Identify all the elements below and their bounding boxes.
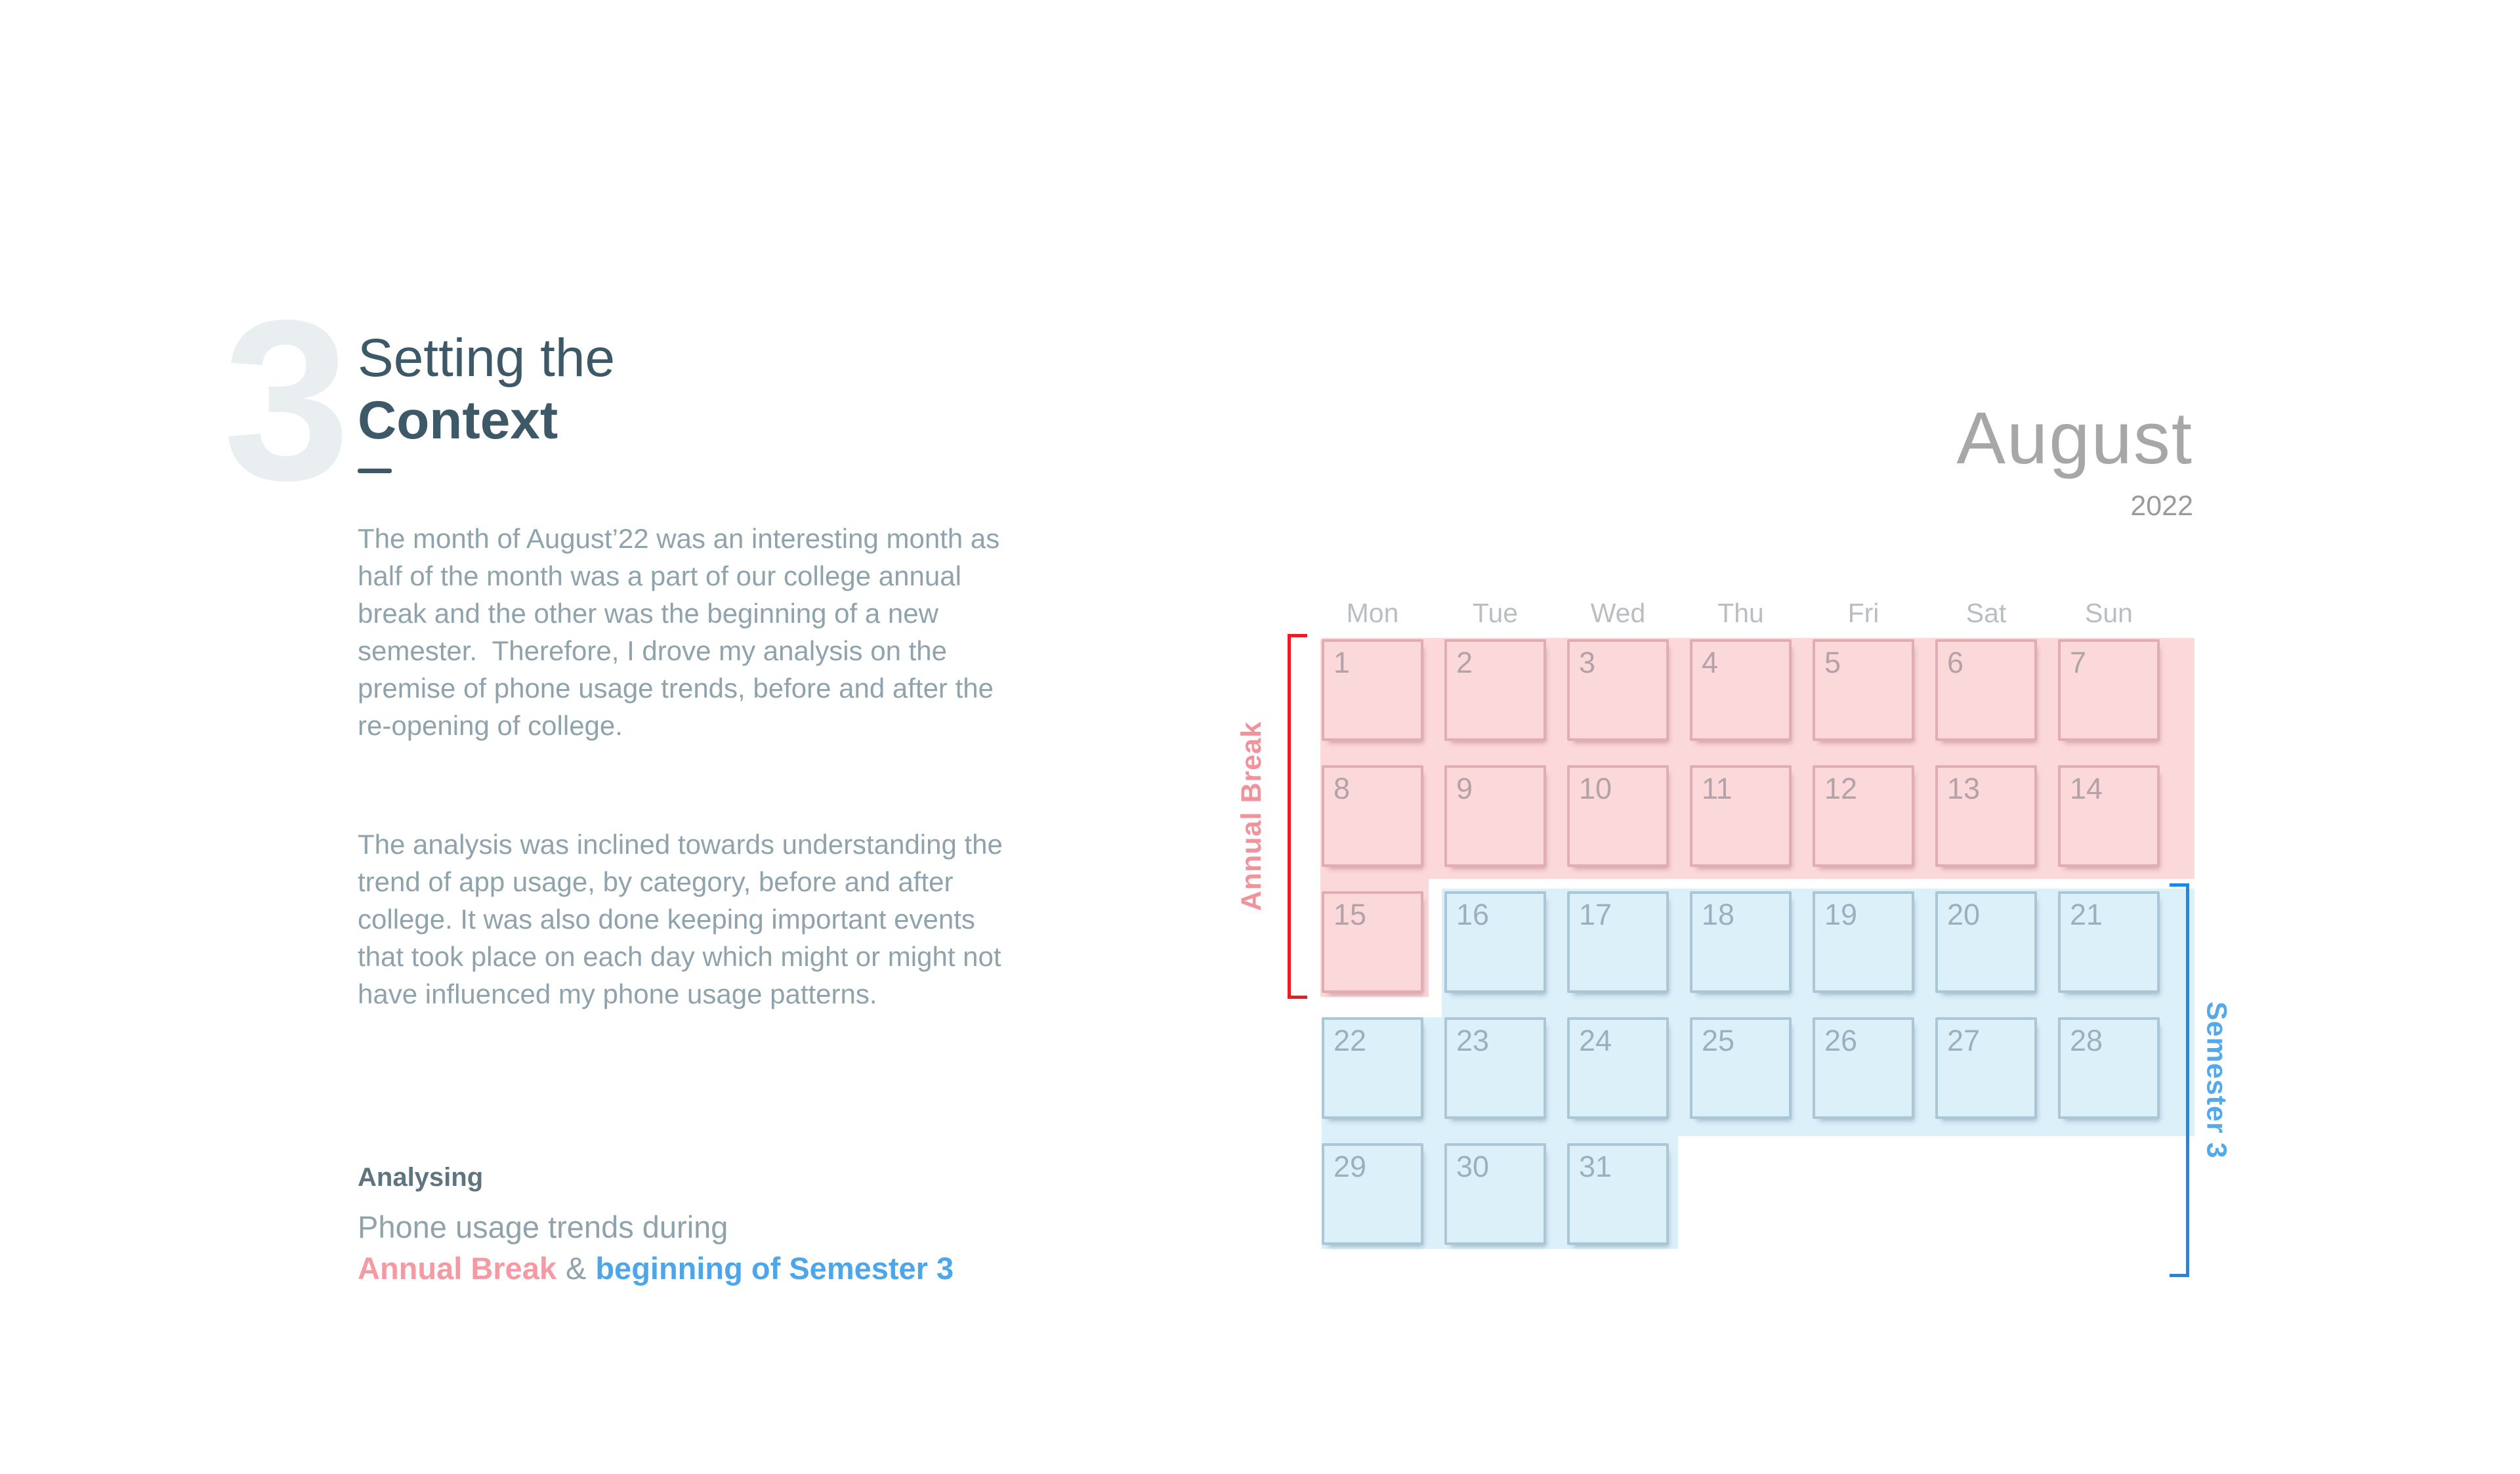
weekday-header: Tue bbox=[1472, 598, 1519, 628]
calendar-day-cell: 29 bbox=[1322, 1143, 1423, 1245]
calendar-day-cell: 10 bbox=[1567, 765, 1669, 867]
day-number: 7 bbox=[2070, 646, 2087, 679]
calendar-day-cell: 4 bbox=[1690, 639, 1792, 741]
semester-vertical-label: Semester 3 bbox=[2196, 883, 2236, 1277]
calendar-day-cell: 30 bbox=[1444, 1143, 1546, 1245]
title-line1: Setting the bbox=[358, 328, 616, 388]
day-number: 15 bbox=[1334, 898, 1367, 931]
calendar-day-cell: 14 bbox=[2058, 765, 2160, 867]
paragraph-analysis: The analysis was inclined towards unders… bbox=[358, 829, 1011, 1009]
day-number: 18 bbox=[1702, 898, 1735, 931]
calendar-day-cell: 5 bbox=[1813, 639, 1914, 741]
day-number: 13 bbox=[1947, 772, 1981, 805]
calendar-day-cell: 1 bbox=[1322, 639, 1423, 741]
day-number: 25 bbox=[1702, 1024, 1735, 1057]
annual-break-vertical-label: Annual Break bbox=[1232, 634, 1270, 999]
paragraph-context: The month of August’22 was an interestin… bbox=[358, 523, 1007, 741]
day-number: 8 bbox=[1334, 772, 1351, 805]
calendar-day-cell: 16 bbox=[1444, 891, 1546, 993]
day-number: 16 bbox=[1456, 898, 1490, 931]
calendar-day-cell: 31 bbox=[1567, 1143, 1669, 1245]
calendar-day-cell: 24 bbox=[1567, 1017, 1669, 1119]
day-number: 3 bbox=[1579, 646, 1596, 679]
calendar: Mon Tue Wed Thu Fri Sat Sun 1 2 3 4 5 6 7 8 9 10 11 12 13 1… bbox=[1320, 598, 2194, 1253]
calendar-day-cell: 13 bbox=[1935, 765, 2037, 867]
day-number: 11 bbox=[1702, 772, 1732, 805]
calendar-day-cell: 26 bbox=[1813, 1017, 1914, 1119]
title-underline bbox=[358, 469, 392, 473]
day-number: 5 bbox=[1824, 646, 1841, 679]
day-number: 4 bbox=[1702, 646, 1719, 679]
semester-vertical-text: Semester 3 bbox=[2200, 1001, 2233, 1159]
weekday-header: Sun bbox=[2085, 598, 2133, 628]
weekday-header: Fri bbox=[1847, 598, 1880, 628]
calendar-day-cell: 3 bbox=[1567, 639, 1669, 741]
day-number: 10 bbox=[1579, 772, 1612, 805]
calendar-day-cell: 25 bbox=[1690, 1017, 1792, 1119]
day-number: 30 bbox=[1456, 1150, 1490, 1183]
annual-break-bracket bbox=[1288, 634, 1307, 999]
day-number: 24 bbox=[1579, 1024, 1612, 1057]
calendar-day-cell: 28 bbox=[2058, 1017, 2160, 1119]
page-title: Setting the Context bbox=[358, 327, 615, 473]
day-number: 26 bbox=[1824, 1024, 1858, 1057]
analysing-label: Analysing bbox=[358, 1163, 484, 1192]
day-number: 20 bbox=[1947, 898, 1981, 931]
calendar-day-cell: 20 bbox=[1935, 891, 2037, 993]
day-number: 22 bbox=[1334, 1024, 1367, 1057]
calendar-day-cell: 23 bbox=[1444, 1017, 1546, 1119]
day-number: 19 bbox=[1824, 898, 1858, 931]
annual-break-vertical-text: Annual Break bbox=[1235, 721, 1267, 912]
calendar-day-cell: 17 bbox=[1567, 891, 1669, 993]
weekday-header: Mon bbox=[1346, 598, 1399, 628]
calendar-day-cell: 8 bbox=[1322, 765, 1423, 867]
day-number: 12 bbox=[1824, 772, 1858, 805]
day-number: 9 bbox=[1456, 772, 1473, 805]
weekday-header: Thu bbox=[1717, 598, 1764, 628]
section-number: 3 bbox=[223, 272, 350, 528]
calendar-title: August 2022 bbox=[1956, 398, 2193, 522]
analysis-periods: Annual Break & beginning of Semester 3 bbox=[358, 1250, 954, 1286]
calendar-grid: 1 2 3 4 5 6 7 8 9 10 11 12 13 14 15 16 17 18 19 20 21 22 23 24 2… bbox=[1322, 639, 2160, 1245]
day-number: 17 bbox=[1579, 898, 1612, 931]
weekday-header-row: Mon Tue Wed Thu Fri Sat Sun bbox=[1322, 596, 2160, 630]
day-number: 14 bbox=[2070, 772, 2103, 805]
calendar-day-cell: 6 bbox=[1935, 639, 2037, 741]
semester-text: beginning of Semester 3 bbox=[595, 1251, 954, 1286]
day-number: 23 bbox=[1456, 1024, 1490, 1057]
month-name: August bbox=[1956, 397, 2193, 479]
calendar-day-cell: 11 bbox=[1690, 765, 1792, 867]
calendar-day-cell: 12 bbox=[1813, 765, 1914, 867]
day-number: 27 bbox=[1947, 1024, 1981, 1057]
calendar-day-cell: 22 bbox=[1322, 1017, 1423, 1119]
calendar-day-cell: 21 bbox=[2058, 891, 2160, 993]
calendar-day-cell: 7 bbox=[2058, 639, 2160, 741]
analysis-subject: Phone usage trends during bbox=[358, 1210, 728, 1244]
calendar-day-cell: 19 bbox=[1813, 891, 1914, 993]
calendar-day-cell: 15 bbox=[1322, 891, 1423, 993]
calendar-day-cell: 18 bbox=[1690, 891, 1792, 993]
calendar-day-cell: 2 bbox=[1444, 639, 1546, 741]
ampersand: & bbox=[565, 1251, 587, 1286]
day-number: 29 bbox=[1334, 1150, 1367, 1183]
day-number: 1 bbox=[1334, 646, 1351, 679]
title-line2: Context bbox=[358, 390, 558, 450]
semester-bracket bbox=[2170, 883, 2189, 1277]
weekday-header: Wed bbox=[1590, 598, 1646, 628]
day-number: 2 bbox=[1456, 646, 1473, 679]
day-number: 28 bbox=[2070, 1024, 2103, 1057]
weekday-header: Sat bbox=[1965, 598, 2007, 628]
day-number: 31 bbox=[1579, 1150, 1612, 1183]
annual-break-text: Annual Break bbox=[358, 1251, 556, 1286]
calendar-day-cell: 27 bbox=[1935, 1017, 2037, 1119]
day-number: 6 bbox=[1947, 646, 1964, 679]
calendar-day-cell: 9 bbox=[1444, 765, 1546, 867]
day-number: 21 bbox=[2070, 898, 2103, 931]
year-label: 2022 bbox=[2130, 490, 2193, 522]
